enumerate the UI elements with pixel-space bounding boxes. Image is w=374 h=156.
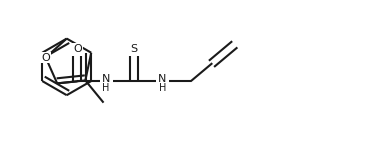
- Text: O: O: [73, 44, 82, 54]
- Text: N: N: [101, 74, 110, 84]
- Text: O: O: [41, 53, 50, 63]
- Text: S: S: [131, 44, 138, 54]
- Text: H: H: [159, 83, 166, 93]
- Text: N: N: [158, 74, 166, 84]
- Text: H: H: [102, 83, 110, 93]
